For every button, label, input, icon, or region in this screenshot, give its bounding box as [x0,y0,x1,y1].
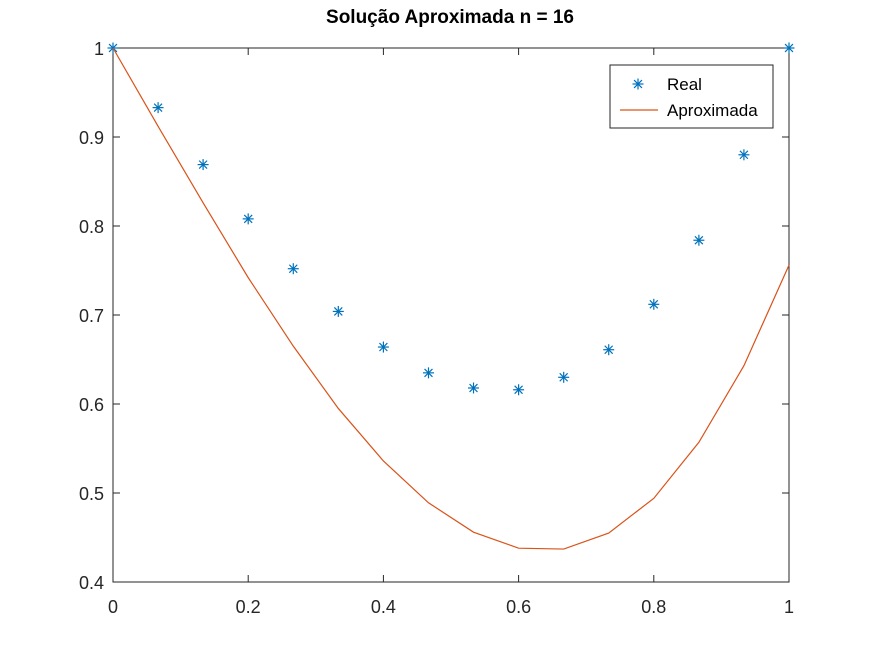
y-tick-label: 1 [94,39,104,59]
x-tick-label: 0.4 [371,597,396,617]
legend: Real Aproximada [609,64,774,129]
data-point-real [513,384,525,396]
x-tick-label: 0 [108,597,118,617]
y-tick-label: 0.7 [79,306,104,326]
x-tick-label: 0.6 [506,597,531,617]
data-point-real [287,263,299,275]
data-point-real [152,102,164,114]
data-point-real [738,149,750,161]
series-line-aproximada [112,47,790,550]
data-point-real [693,234,705,246]
x-tick-label: 1 [784,597,794,617]
data-point-real [603,344,615,356]
legend-label: Aproximada [667,101,758,120]
plot-area: 0 0.2 0.4 0.6 0.8 1 0.4 0.5 0.6 0.7 0.8 0.9 1 [79,39,795,617]
y-tick-label: 0.6 [79,395,104,415]
data-point-real [332,305,344,317]
legend-label: Real [667,75,702,94]
data-point-real [242,213,254,225]
data-point-real [648,298,660,310]
chart-title: Solução Aproximada n = 16 [326,7,574,28]
y-tick-label: 0.5 [79,484,104,504]
data-point-real [197,159,209,171]
data-point-real [377,341,389,353]
legend-box [609,64,774,129]
x-tick-label: 0.8 [641,597,666,617]
data-point-real [468,382,480,394]
y-tick-label: 0.9 [79,128,104,148]
legend-marker-real [632,78,644,90]
data-point-real [422,367,434,379]
data-point-real [558,371,570,383]
y-tick-label: 0.8 [79,217,104,237]
data-point-real [783,42,795,54]
y-tick-label: 0.4 [79,573,104,593]
x-tick-label: 0.2 [236,597,261,617]
